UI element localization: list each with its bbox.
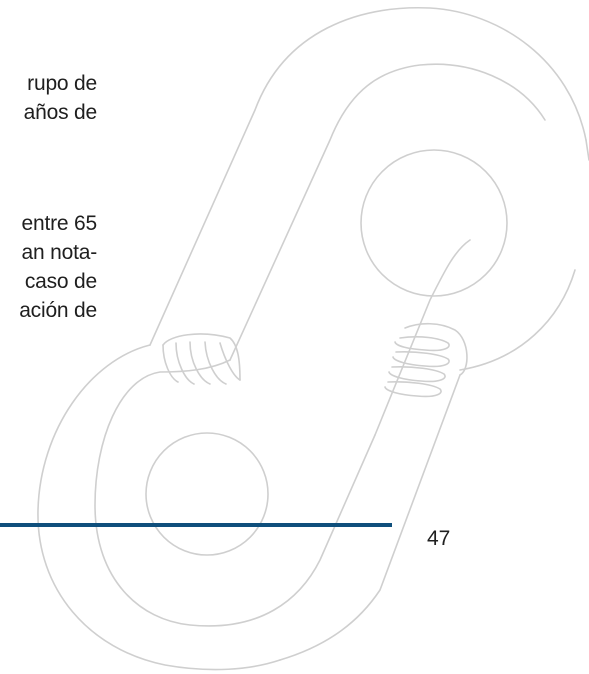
text-line: rupo de (27, 72, 97, 95)
text-line: an nota- (21, 241, 98, 264)
text-line: años de (23, 101, 98, 124)
text-line: caso de (24, 270, 97, 293)
footer-rule (0, 523, 392, 527)
text-line: entre 65 (21, 212, 98, 235)
text-line: ación de (19, 299, 97, 322)
page-number: 47 (427, 527, 451, 550)
